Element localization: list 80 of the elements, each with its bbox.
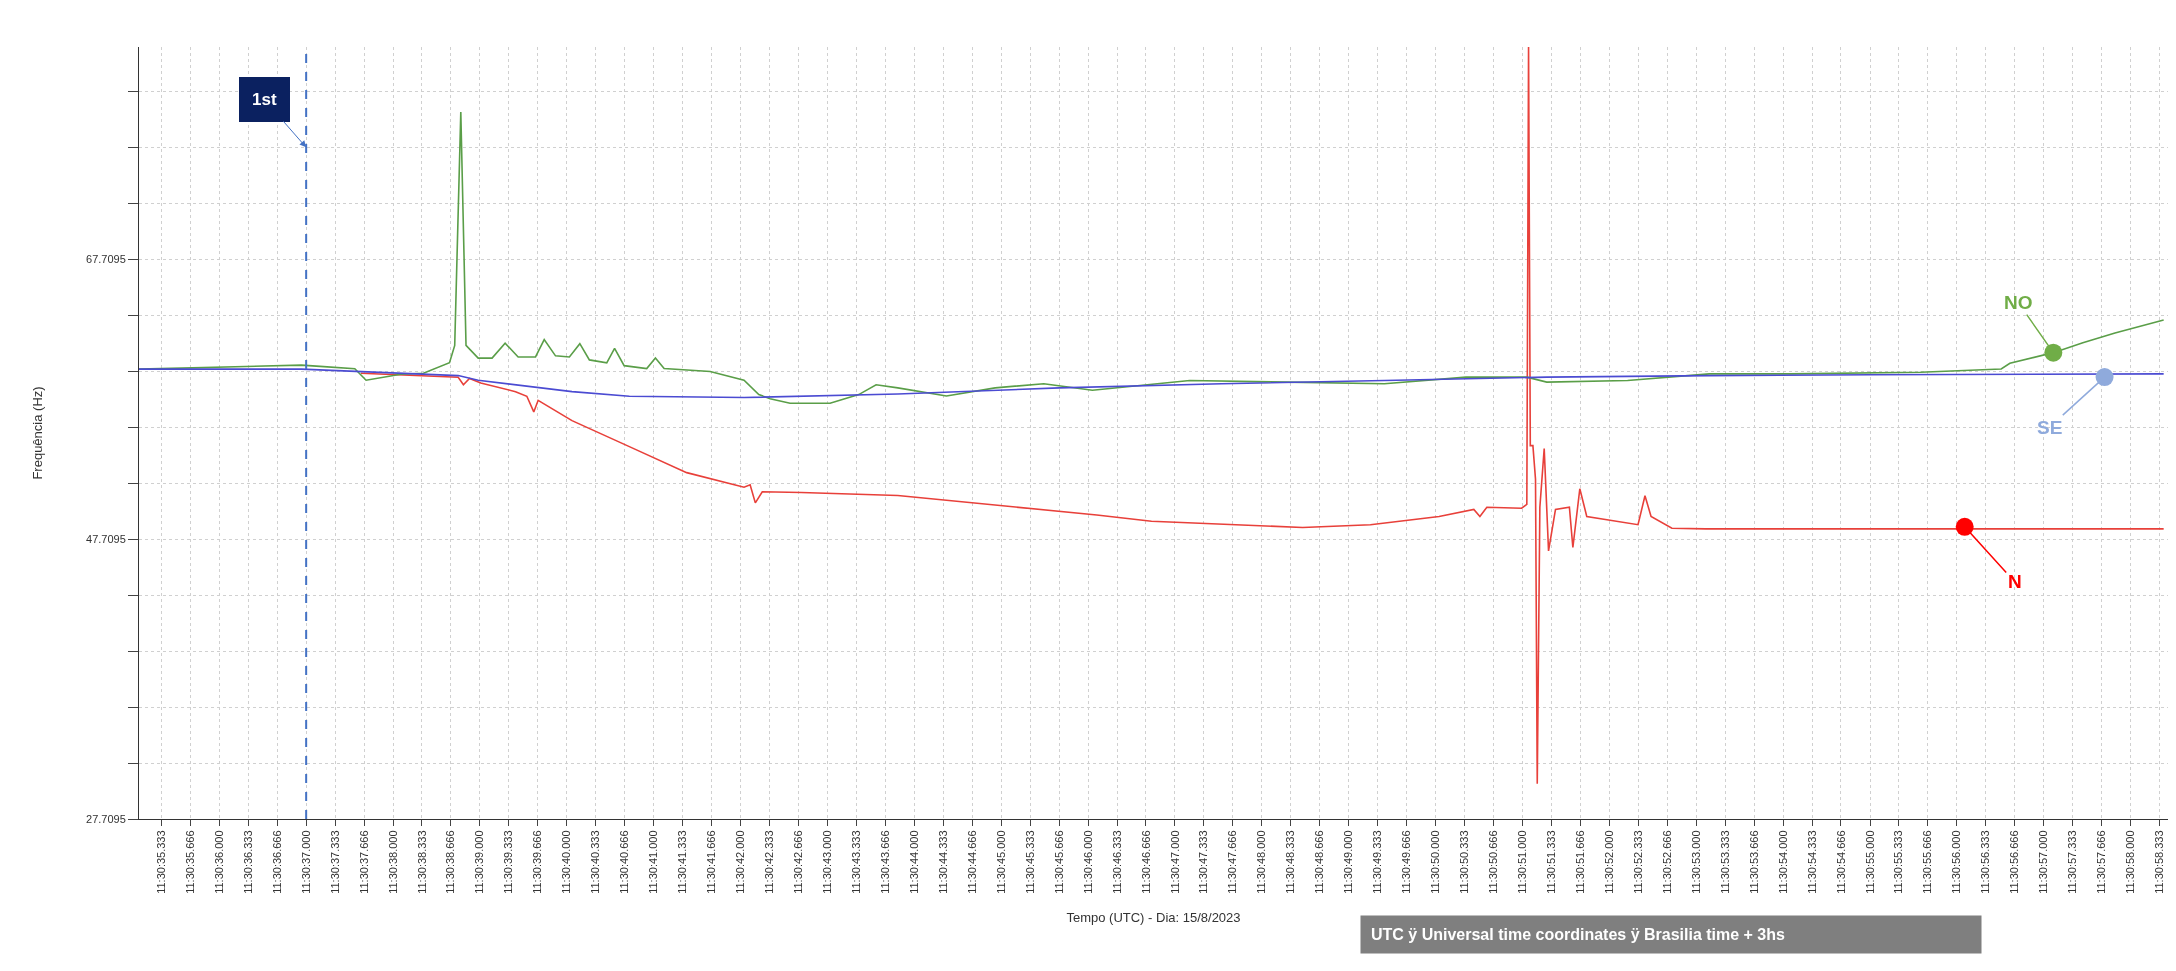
x-tick-label: 11:30:56.666 — [2008, 830, 2021, 894]
x-tick-label: 11:30:43.000 — [821, 830, 834, 894]
x-tick-label: 11:30:37.000 — [299, 830, 312, 894]
x-tick-label: 11:30:41.000 — [647, 830, 660, 894]
x-tick-label: 11:30:50.666 — [1487, 830, 1500, 894]
x-tick-label: 11:30:36.000 — [212, 830, 225, 894]
x-tick-label: 11:30:40.333 — [589, 830, 602, 894]
x-tick-label: 11:30:53.666 — [1747, 830, 1760, 894]
x-tick-label: 11:30:51.666 — [1573, 830, 1586, 894]
x-tick-label: 11:30:35.666 — [183, 830, 196, 894]
x-tick-label: 11:30:38.333 — [415, 830, 428, 894]
x-tick-label: 11:30:48.666 — [1313, 830, 1326, 894]
x-tick-label: 11:30:44.333 — [936, 830, 949, 894]
x-tick-label: 11:30:55.333 — [1892, 830, 1905, 894]
x-tick-label: 11:30:43.333 — [849, 830, 862, 894]
x-tick-label: 11:30:37.333 — [328, 830, 341, 894]
x-tick-label: 11:30:53.000 — [1689, 830, 1702, 894]
x-tick-label: 11:30:49.000 — [1342, 830, 1355, 894]
x-tick-label: 11:30:46.000 — [1081, 830, 1094, 894]
x-tick-label: 11:30:41.333 — [676, 830, 689, 894]
x-tick-label: 11:30:44.000 — [907, 830, 920, 894]
x-tick-label: 11:30:48.333 — [1284, 830, 1297, 894]
y-tick-label: 67.7095 — [86, 253, 126, 266]
x-tick-label: 11:30:47.666 — [1226, 830, 1239, 894]
text: UTC ÿ Universal time coordinates ÿ Brasilia time + 3hs — [1371, 926, 1786, 943]
x-tick-label: 11:30:50.333 — [1458, 830, 1471, 894]
x-tick-label: 11:30:52.000 — [1602, 830, 1615, 894]
y-axis-title: Frequência (Hz) — [29, 386, 45, 480]
x-tick-label: 11:30:55.000 — [1863, 830, 1876, 894]
annotation: N — [2008, 571, 2022, 592]
x-tick-label: 11:30:53.333 — [1718, 830, 1731, 894]
x-tick-label: 11:30:40.000 — [560, 830, 573, 894]
x-tick-label: 11:30:50.000 — [1429, 830, 1442, 894]
x-tick-label: 11:30:47.000 — [1168, 830, 1181, 894]
x-tick-label: 11:30:42.000 — [734, 830, 747, 894]
x-tick-label: 11:30:45.000 — [994, 830, 1007, 894]
x-axis-title: Tempo (UTC) - Dia: 15/8/2023 — [1066, 910, 1241, 926]
x-tick-label: 11:30:56.000 — [1950, 830, 1963, 894]
x-tick-label: 11:30:44.666 — [965, 830, 978, 894]
x-tick-label: 11:30:55.666 — [1921, 830, 1934, 894]
x-tick-label: 11:30:58.333 — [2153, 830, 2166, 894]
x-tick-label: 11:30:37.666 — [357, 830, 370, 894]
x-tick-label: 11:30:45.666 — [1052, 830, 1065, 894]
x-tick-label: 11:30:45.333 — [1023, 830, 1036, 894]
x-tick-label: 11:30:41.666 — [705, 830, 718, 894]
x-tick-label: 11:30:48.000 — [1255, 830, 1268, 894]
x-tick-label: 11:30:58.000 — [2124, 830, 2137, 894]
x-tick-label: 11:30:49.666 — [1400, 830, 1413, 894]
x-tick-label: 11:30:39.000 — [473, 830, 486, 894]
x-tick-label: 11:30:49.333 — [1371, 830, 1384, 894]
x-tick-label: 11:30:57.000 — [2037, 830, 2050, 894]
x-tick-label: 11:30:43.666 — [878, 830, 891, 894]
y-tick-label: 47.7095 — [86, 533, 126, 546]
x-tick-label: 11:30:42.666 — [791, 830, 804, 894]
x-tick-label: 11:30:36.333 — [241, 830, 254, 894]
x-tick-label: 11:30:39.333 — [502, 830, 515, 894]
x-tick-label: 11:30:38.666 — [444, 830, 457, 894]
x-tick-label: 11:30:51.000 — [1516, 830, 1529, 894]
y-tick-label: 27.7095 — [86, 812, 126, 825]
x-tick-label: 11:30:46.333 — [1110, 830, 1123, 894]
x-tick-label: 11:30:47.333 — [1197, 830, 1210, 894]
x-tick-label: 11:30:35.333 — [154, 830, 167, 894]
x-tick-label: 11:30:42.333 — [763, 830, 776, 894]
x-tick-label: 11:30:56.333 — [1979, 830, 1992, 894]
x-tick-label: 11:30:57.666 — [2095, 830, 2108, 894]
x-tick-label: 11:30:52.666 — [1660, 830, 1673, 894]
x-tick-label: 11:30:54.666 — [1834, 830, 1847, 894]
x-tick-label: 11:30:46.666 — [1139, 830, 1152, 894]
x-tick-label: 11:30:40.666 — [618, 830, 631, 894]
x-tick-label: 11:30:38.000 — [386, 830, 399, 894]
x-tick-label: 11:30:54.000 — [1776, 830, 1789, 894]
annotation: SE — [2037, 417, 2063, 438]
x-tick-label: 11:30:39.666 — [531, 830, 544, 894]
x-tick-label: 11:30:57.333 — [2066, 830, 2079, 894]
x-tick-label: 11:30:36.666 — [270, 830, 283, 894]
x-tick-label: 11:30:54.333 — [1805, 830, 1818, 894]
annotation: NO — [2004, 292, 2033, 313]
x-tick-label: 11:30:51.333 — [1544, 830, 1557, 894]
x-tick-label: 11:30:52.333 — [1631, 830, 1644, 894]
ref-line-label: 1st — [252, 90, 277, 109]
